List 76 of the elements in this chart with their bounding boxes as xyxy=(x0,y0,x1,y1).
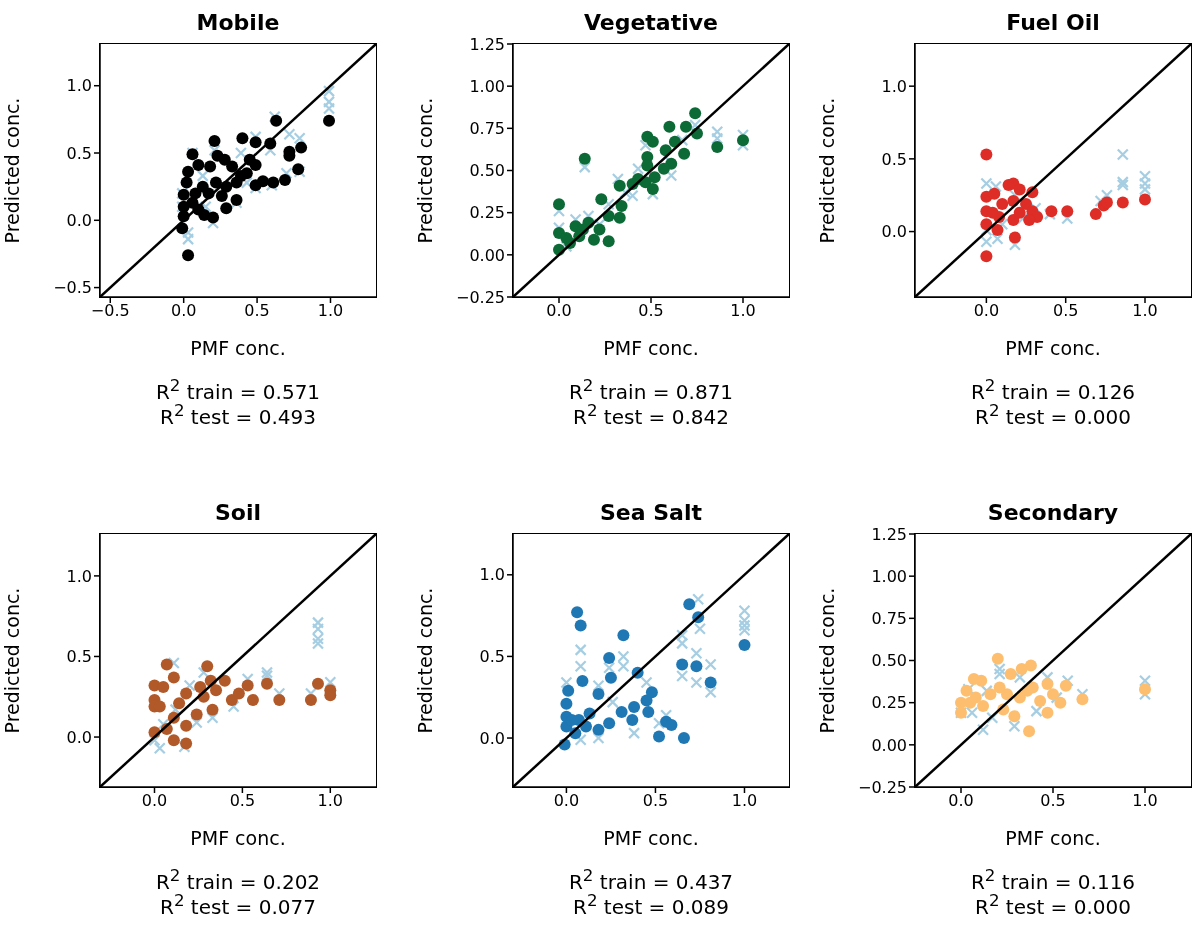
text: R$^{2}$ test = 0.000 xyxy=(974,891,1131,919)
x-tick-label: 0.5 xyxy=(229,791,256,811)
text: R$^{2}$ train = 0.871 xyxy=(568,376,734,404)
chart-title: Vegetative xyxy=(582,10,720,35)
x-tick-label: 1.0 xyxy=(1132,301,1158,321)
x-tick-label: 0.0 xyxy=(948,791,974,811)
y-tick-label: −0.5 xyxy=(53,278,92,298)
y-tick-label: −0.25 xyxy=(857,777,907,797)
x-tick-label: 0.0 xyxy=(141,791,168,811)
y-tick-label: 0.5 xyxy=(479,647,505,667)
x-tick-label: 0.5 xyxy=(1040,791,1066,811)
chart-title: Sea Salt xyxy=(599,500,703,525)
y-tick-label: 1.0 xyxy=(66,76,92,96)
text: R$^{2}$ test = 0.089 xyxy=(572,891,729,919)
chart-title: Secondary xyxy=(986,500,1120,525)
x-axis-title: PMF conc. xyxy=(1005,337,1101,359)
y-tick-label: 0.50 xyxy=(871,651,907,671)
y-tick-label: 0.00 xyxy=(871,735,907,755)
y-axis-title: Predicted conc. xyxy=(0,587,23,734)
y-tick-label: 0.0 xyxy=(66,727,92,747)
y-tick-label: 1.25 xyxy=(469,34,505,54)
x-tick-label: 1.0 xyxy=(1132,791,1158,811)
y-tick-label: −0.25 xyxy=(455,287,505,307)
y-tick-label: 0.0 xyxy=(479,728,505,748)
y-tick-label: 1.0 xyxy=(66,566,92,586)
x-axis-title: PMF conc. xyxy=(603,827,699,849)
y-tick-label: 0.5 xyxy=(66,647,92,667)
x-tick-label: 0.0 xyxy=(973,301,1000,321)
y-axis-title: Predicted conc. xyxy=(0,97,23,244)
x-axis-title: PMF conc. xyxy=(190,827,286,849)
x-tick-label: 0.5 xyxy=(244,301,270,321)
y-tick-label: 0.75 xyxy=(469,119,505,139)
chart-title: Fuel Oil xyxy=(1005,10,1101,35)
x-tick-label: 1.0 xyxy=(317,301,344,321)
chart-title: Soil xyxy=(213,500,262,525)
text: R$^{2}$ test = 0.077 xyxy=(159,891,316,919)
y-tick-label: 0.50 xyxy=(469,161,505,181)
y-tick-label: 0.0 xyxy=(881,222,907,242)
text: R$^{2}$ test = 0.842 xyxy=(572,401,729,429)
x-tick-label: 1.0 xyxy=(731,791,758,811)
y-tick-label: 0.5 xyxy=(66,143,92,163)
y-tick-label: 1.0 xyxy=(881,76,907,96)
x-tick-label: 0.5 xyxy=(638,301,664,321)
x-tick-label: −0.5 xyxy=(90,301,130,321)
y-axis-title: Predicted conc. xyxy=(413,587,436,734)
y-axis-title: Predicted conc. xyxy=(413,97,436,244)
x-tick-label: 0.0 xyxy=(170,301,197,321)
y-tick-label: 0.0 xyxy=(66,210,92,230)
y-tick-label: 0.00 xyxy=(469,245,505,265)
x-tick-label: 0.0 xyxy=(553,791,580,811)
x-tick-label: 0.5 xyxy=(1052,301,1079,321)
text: R$^{2}$ train = 0.571 xyxy=(155,376,321,404)
text: R$^{2}$ train = 0.116 xyxy=(970,866,1136,894)
text: R$^{2}$ test = 0.493 xyxy=(159,401,316,429)
y-tick-label: 0.25 xyxy=(469,203,505,223)
text: R$^{2}$ train = 0.437 xyxy=(568,866,734,894)
x-axis-title: PMF conc. xyxy=(603,337,699,359)
y-tick-label: 0.75 xyxy=(871,609,907,629)
x-tick-label: 1.0 xyxy=(317,791,344,811)
x-tick-label: 1.0 xyxy=(730,301,756,321)
y-axis-title: Predicted conc. xyxy=(815,97,838,244)
text: R$^{2}$ train = 0.126 xyxy=(970,376,1136,404)
text: R$^{2}$ test = 0.000 xyxy=(974,401,1131,429)
y-tick-label: 0.25 xyxy=(871,693,907,713)
y-tick-label: 0.5 xyxy=(881,149,907,169)
y-tick-label: 1.0 xyxy=(479,565,505,585)
x-axis-title: PMF conc. xyxy=(190,337,286,359)
y-tick-label: 1.25 xyxy=(871,524,907,544)
y-tick-label: 1.00 xyxy=(469,76,505,96)
x-tick-label: 0.5 xyxy=(642,791,669,811)
text: R$^{2}$ train = 0.202 xyxy=(155,866,321,894)
y-axis-title: Predicted conc. xyxy=(815,587,838,734)
x-axis-title: PMF conc. xyxy=(1005,827,1101,849)
chart-title: Mobile xyxy=(195,10,281,35)
x-tick-label: 0.0 xyxy=(546,301,572,321)
y-tick-label: 1.00 xyxy=(871,566,907,586)
